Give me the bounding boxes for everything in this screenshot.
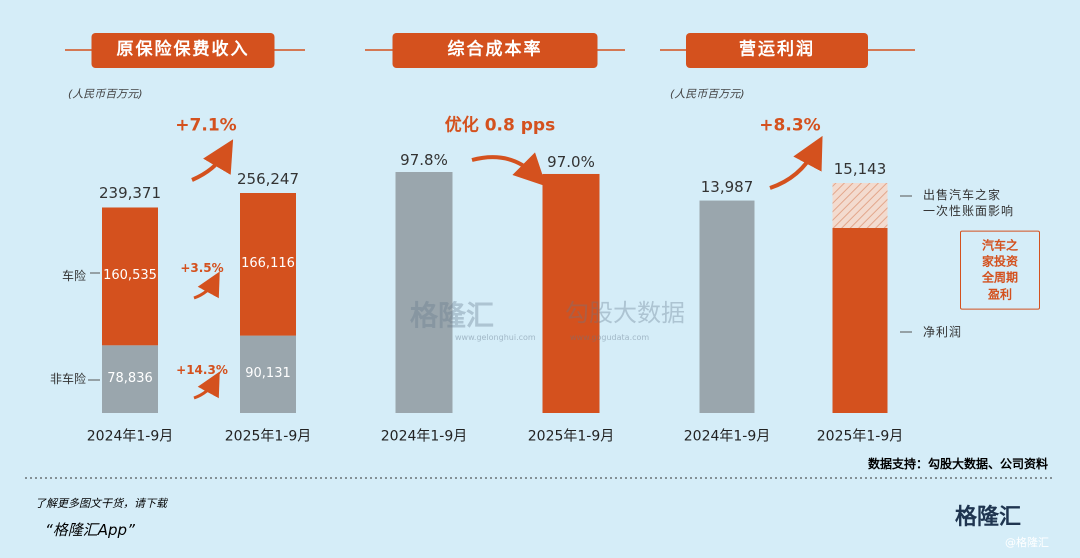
- chart-title: 营运利润: [739, 39, 815, 60]
- arrows: [191, 135, 823, 400]
- bar-segment: [832, 183, 888, 229]
- value-label: 166,116: [241, 256, 295, 272]
- x-tick-label: 2025年1-9月: [816, 428, 904, 445]
- total-label: 239,371: [98, 184, 162, 203]
- unit-note: (人民币百万元): [68, 87, 143, 101]
- legend-label: 出售汽车之家 一次性账面影响: [923, 187, 1015, 218]
- unit-note: (人民币百万元): [670, 87, 745, 101]
- annotation: 汽车之家投资 全周期盈利: [960, 230, 1040, 310]
- logo: 格隆汇: [955, 505, 1022, 530]
- title-box: [686, 33, 868, 68]
- bar-segment: [699, 200, 755, 413]
- title-box: [392, 33, 598, 68]
- arrow: [769, 135, 823, 190]
- source: 数据支持：勾股大数据、公司资料: [868, 457, 1049, 471]
- bar: [542, 173, 600, 413]
- watermark: 格隆汇: [410, 299, 495, 332]
- total-label: 256,247: [236, 169, 300, 188]
- x-tick-label: 2024年1-9月: [683, 428, 771, 445]
- annotation: +7.1%: [175, 115, 237, 136]
- legend-label: 车险: [61, 269, 86, 284]
- annotation: +8.3%: [759, 115, 821, 136]
- footer-app: “格隆汇App”: [45, 521, 135, 539]
- x-tick-label: 2024年1-9月: [86, 428, 174, 445]
- x-tick-label: 2024年1-9月: [380, 428, 468, 445]
- value-label: 97.0%: [547, 152, 595, 171]
- chart-title: 综合成本率: [447, 39, 543, 60]
- arrow: [471, 152, 547, 187]
- annotation: +3.5%: [180, 260, 224, 275]
- total-label: 13,987: [700, 177, 754, 196]
- value-label: 78,836: [107, 371, 153, 387]
- legend-label: 净利润: [923, 324, 963, 339]
- bar-segment: [102, 207, 158, 346]
- title-box: [91, 33, 275, 68]
- legend-dashes: [88, 195, 912, 381]
- value-label: 160,535: [103, 268, 157, 284]
- chart-title: 原保险保费收入: [116, 39, 250, 60]
- x-tick-label: 2025年1-9月: [224, 428, 312, 445]
- arrow: [193, 371, 220, 400]
- value-label: 97.8%: [400, 150, 448, 169]
- total-label: 15,143: [833, 159, 887, 178]
- x-tick-label: 2025年1-9月: [527, 428, 615, 445]
- bar-segment: [240, 335, 296, 413]
- watermark: 勾股大数据: [565, 299, 685, 327]
- annotation: +14.3%: [176, 362, 228, 377]
- bar-segment: [240, 193, 296, 336]
- bar-segment: [832, 228, 888, 413]
- arrow: [191, 139, 234, 182]
- annotation: 优化 0.8 pps: [444, 115, 556, 136]
- footer-text: 了解更多图文干货，请下载: [35, 497, 167, 510]
- legend-label: 非车险: [49, 372, 86, 387]
- bar-segment: [102, 345, 158, 413]
- bar: [395, 172, 453, 413]
- watermark: www.gogudata.com: [570, 333, 650, 342]
- handle: @格隆汇: [1005, 536, 1049, 549]
- watermark: www.gelonghui.com: [455, 333, 536, 342]
- arrow: [193, 271, 220, 300]
- value-label: 90,131: [245, 366, 291, 382]
